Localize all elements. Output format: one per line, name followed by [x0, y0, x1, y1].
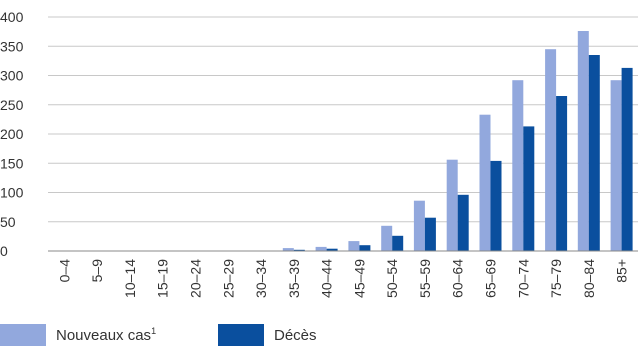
legend-label-deaths: Décès [274, 326, 317, 344]
x-tick-label: 80–84 [581, 259, 597, 298]
legend-swatch-deaths [218, 324, 264, 346]
y-tick-label: 400 [0, 9, 24, 25]
bar-new-cases-14 [512, 80, 524, 251]
legend: Nouveaux cas1 Décès [0, 322, 640, 348]
bar-deaths-11 [424, 217, 436, 251]
bar-new-cases-10 [381, 225, 393, 251]
gridlines [48, 16, 638, 223]
bar-deaths-7 [293, 249, 305, 251]
x-tick-label: 15–19 [155, 259, 171, 298]
bar-deaths-13 [490, 160, 502, 251]
x-axis-ticks: 0–4 5–9 10–14 15–19 20–24 25–29 30–34 35–39 40–4… [56, 259, 629, 298]
bars [53, 31, 633, 252]
y-tick-label: 200 [0, 126, 24, 142]
bar-chart: 0 50 100 150 200 250 300 350 400 0–4 5–9 10–14 15–1… [0, 9, 638, 298]
x-tick-label: 75–79 [548, 259, 564, 298]
bar-new-cases-11 [413, 200, 425, 251]
bar-new-cases-9 [348, 241, 360, 251]
legend-item-deaths: Décès [218, 322, 317, 348]
x-tick-label: 60–64 [450, 259, 466, 298]
y-axis-ticks: 0 50 100 150 200 250 300 350 400 [0, 9, 24, 259]
bar-new-cases-15 [545, 49, 557, 252]
x-tick-label: 65–69 [483, 259, 499, 298]
y-tick-label: 250 [0, 97, 24, 113]
bar-new-cases-8 [315, 246, 327, 251]
bar-deaths-15 [556, 96, 568, 251]
bar-new-cases-7 [282, 248, 294, 251]
x-tick-label: 20–24 [188, 259, 204, 298]
bar-deaths-12 [457, 194, 469, 251]
y-tick-label: 300 [0, 68, 24, 84]
y-tick-label: 150 [0, 155, 24, 171]
bar-new-cases-16 [577, 31, 589, 251]
legend-swatch-new-cases [0, 324, 46, 346]
x-tick-label: 25–29 [220, 259, 236, 298]
x-tick-label: 85+ [614, 259, 630, 283]
y-tick-label: 50 [0, 214, 16, 230]
x-tick-label: 70–74 [515, 259, 531, 298]
y-tick-label: 350 [0, 38, 24, 54]
x-tick-label: 10–14 [122, 259, 138, 298]
x-tick-label: 40–44 [319, 259, 335, 298]
x-tick-label: 50–54 [384, 259, 400, 298]
bar-deaths-9 [359, 245, 371, 251]
bar-new-cases-13 [479, 114, 491, 251]
legend-item-new-cases: Nouveaux cas1 [0, 322, 156, 348]
bar-deaths-16 [588, 55, 600, 251]
x-tick-label: 5–9 [89, 259, 105, 283]
x-tick-label: 55–59 [417, 259, 433, 298]
x-tick-label: 30–34 [253, 259, 269, 298]
bar-deaths-17 [621, 67, 633, 252]
bar-new-cases-17 [610, 80, 622, 251]
y-tick-label: 0 [0, 243, 8, 259]
x-tick-label: 35–39 [286, 259, 302, 298]
x-tick-label: 0–4 [56, 259, 72, 283]
bar-deaths-14 [523, 126, 535, 251]
bar-deaths-8 [326, 248, 338, 251]
x-tick-label: 45–49 [351, 259, 367, 298]
bar-deaths-10 [392, 235, 404, 251]
bar-new-cases-12 [446, 159, 458, 251]
legend-label-new-cases: Nouveaux cas1 [56, 326, 157, 344]
y-tick-label: 100 [0, 185, 24, 201]
